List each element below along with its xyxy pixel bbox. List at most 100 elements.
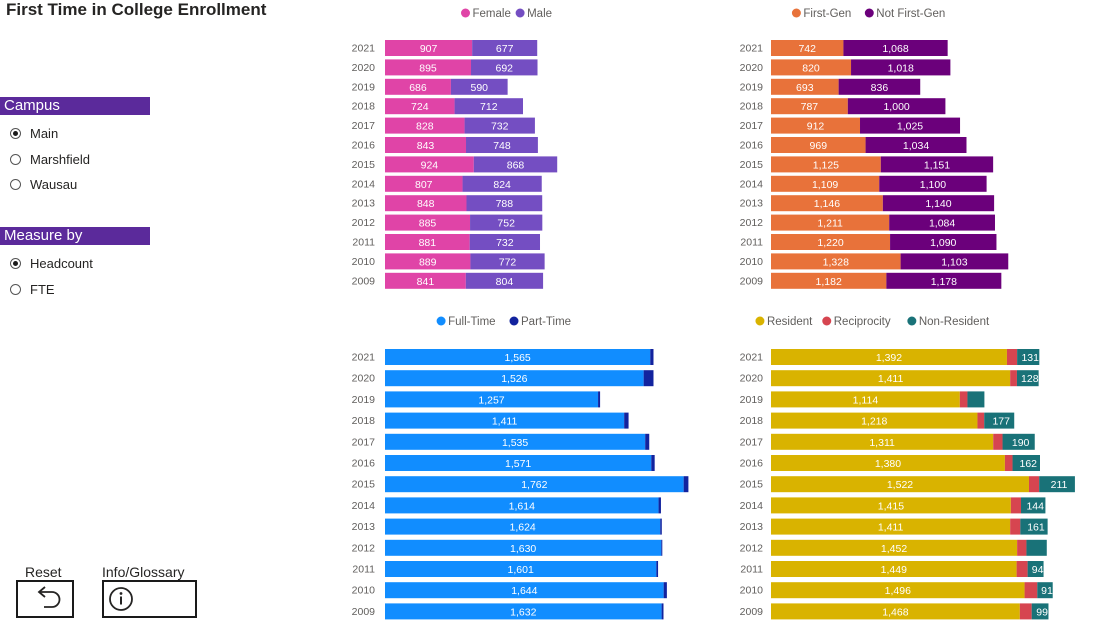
bar-segment-part-time: [643, 370, 654, 387]
data-label: 1,522: [887, 479, 913, 491]
info-glossary-button[interactable]: [102, 580, 197, 618]
bar-segment-resident: [771, 349, 1007, 365]
data-label: 1,571: [505, 458, 531, 470]
radio-fte-icon[interactable]: [10, 283, 21, 295]
bar-segment-first-gen: [771, 156, 881, 173]
bar-segment-resident: [771, 433, 994, 450]
info-label: Info/Glossary: [102, 564, 185, 580]
data-label: 1,109: [812, 179, 838, 191]
category-label: 2020: [352, 373, 376, 385]
bar-segment-female: [385, 214, 471, 231]
bar-segment-part-time: [661, 603, 664, 620]
category-label: 2011: [740, 564, 763, 576]
first-gen-chart: First-Gen Not First-Gen 2021 742 1,068 2020 82…: [740, 8, 1009, 289]
bar-segment-female: [385, 117, 465, 134]
bar-segment-full-time: [385, 455, 652, 471]
data-label: 1,084: [929, 218, 955, 230]
bar-segment-full-time: [385, 349, 651, 365]
data-label: 885: [419, 218, 437, 230]
bar-segment-male: [450, 78, 508, 95]
category-label: 2021: [740, 352, 764, 364]
legend-label: Not First-Gen: [876, 8, 945, 20]
category-label: 2010: [352, 585, 376, 597]
data-label: 848: [417, 198, 435, 210]
bar-segment-not-first-gen: [890, 234, 997, 250]
bar-segment-part-time: [650, 349, 654, 365]
bar-segment-male: [466, 137, 538, 153]
data-label: 912: [807, 121, 825, 133]
data-label: 804: [496, 276, 514, 288]
data-label: 807: [415, 179, 433, 191]
data-label: 1,125: [813, 159, 839, 171]
campus-option-label: Marshfield: [30, 151, 90, 167]
bar-segment-first-gen: [771, 117, 861, 134]
bar-segment-part-time: [645, 433, 650, 450]
bar-segment-first-gen: [771, 40, 844, 56]
bar-segment-resident: [771, 582, 1025, 599]
category-label: 2012: [352, 542, 376, 554]
data-label: 1,090: [930, 237, 956, 249]
legend-label: Non-Resident: [919, 316, 990, 328]
data-label: 1,182: [816, 276, 842, 288]
bar-segment-male: [470, 253, 545, 270]
bar-segment-resident: [771, 518, 1011, 535]
data-label: 843: [417, 140, 435, 152]
campus-option-main[interactable]: Main: [10, 123, 58, 143]
bar-segment-male: [454, 98, 523, 115]
campus-option-wausau[interactable]: Wausau: [10, 174, 77, 194]
bar-segment-resident: [771, 603, 1020, 620]
campus-option-label: Wausau: [30, 176, 78, 192]
radio-headcount-icon[interactable]: [10, 257, 21, 269]
legend-label: Reciprocity: [834, 316, 891, 328]
bar-segment-female: [385, 40, 473, 56]
bar-segment-first-gen: [771, 59, 852, 76]
data-label: 1,762: [521, 479, 547, 491]
data-label: 1,449: [881, 564, 907, 576]
legend-label: Male: [527, 8, 552, 20]
category-label: 2021: [352, 43, 376, 55]
category-label: 2016: [352, 140, 376, 152]
bar-segment-full-time: [385, 412, 625, 429]
data-label: 177: [992, 416, 1010, 428]
bar-segment-resident: [771, 455, 1005, 471]
bar-segment-not-first-gen: [880, 156, 994, 173]
category-label: 2013: [740, 521, 764, 533]
bar-segment-resident: [771, 370, 1011, 387]
bar-segment-female: [385, 156, 474, 173]
data-label: 1,468: [882, 606, 908, 618]
radio-main-icon[interactable]: [10, 127, 21, 139]
bar-segment-female: [385, 253, 471, 270]
legend-marker-0: [791, 8, 801, 18]
measure-option-label: FTE: [30, 281, 55, 297]
bar-segment-not-first-gen: [886, 272, 1002, 289]
category-label: 2009: [740, 606, 764, 618]
measure-option-fte[interactable]: FTE: [10, 279, 55, 299]
bar-segment-not-first-gen: [847, 98, 946, 115]
legend-marker-1: [515, 8, 525, 18]
bar-segment-not-first-gen: [879, 175, 987, 192]
campus-option-marshfield[interactable]: Marshfield: [10, 149, 90, 169]
data-label: 1,114: [853, 394, 879, 406]
data-label: 161: [1027, 522, 1045, 534]
measure-option-headcount[interactable]: Headcount: [10, 253, 93, 273]
bar-segment-first-gen: [771, 253, 901, 270]
category-label: 2019: [740, 394, 764, 406]
category-label: 2009: [740, 275, 764, 287]
data-label: 895: [419, 62, 437, 74]
radio-wausau-icon[interactable]: [10, 178, 21, 190]
category-label: 2012: [352, 217, 376, 229]
bar-segment-not-first-gen: [889, 214, 995, 231]
category-label: 2014: [740, 178, 764, 190]
data-label: 1,411: [492, 416, 518, 428]
reset-button[interactable]: [16, 580, 74, 618]
data-label: 1,411: [878, 522, 904, 534]
category-label: 2010: [352, 256, 376, 268]
category-label: 2011: [740, 237, 763, 249]
data-label: 1,452: [881, 543, 907, 555]
legend-marker-2: [907, 316, 917, 326]
data-label: 1,311: [869, 437, 895, 449]
radio-marshfield-icon[interactable]: [10, 153, 21, 165]
bar-segment-first-gen: [771, 175, 880, 192]
bar-segment-part-time: [663, 582, 667, 599]
data-label: 1,103: [941, 256, 967, 268]
